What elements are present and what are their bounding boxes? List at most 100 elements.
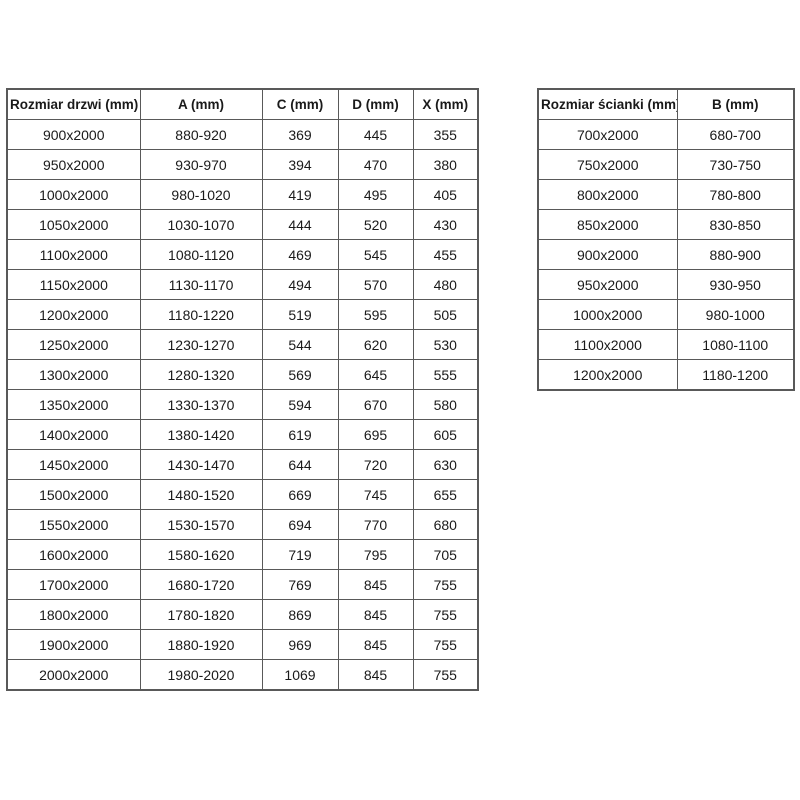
table-row: 1550x2000 1530-1570 694 770 680 xyxy=(6,509,479,540)
column-header: A (mm) xyxy=(139,88,263,120)
column-header: B (mm) xyxy=(676,88,795,120)
table-row: 950x2000 930-950 xyxy=(537,269,795,300)
table-cell: 1580-1620 xyxy=(139,539,263,570)
table-cell: 2000x2000 xyxy=(6,659,141,691)
table-cell: 1130-1170 xyxy=(139,269,263,300)
table-cell: 1880-1920 xyxy=(139,629,263,660)
table-cell: 1530-1570 xyxy=(139,509,263,540)
table-row: 800x2000 780-800 xyxy=(537,179,795,210)
table-cell: 1330-1370 xyxy=(139,389,263,420)
table-cell: 605 xyxy=(412,419,479,450)
table-row: 1000x2000 980-1020 419 495 405 xyxy=(6,179,479,210)
table-cell: 670 xyxy=(337,389,414,420)
table-cell: 755 xyxy=(412,659,479,691)
table-cell: 755 xyxy=(412,569,479,600)
table-cell: 980-1000 xyxy=(676,299,795,330)
table-cell: 430 xyxy=(412,209,479,240)
table-cell: 369 xyxy=(261,119,339,150)
table-cell: 880-920 xyxy=(139,119,263,150)
table-row: 1900x2000 1880-1920 969 845 755 xyxy=(6,629,479,660)
table-cell: 444 xyxy=(261,209,339,240)
table-row: 1150x2000 1130-1170 494 570 480 xyxy=(6,269,479,300)
table-row: 1800x2000 1780-1820 869 845 755 xyxy=(6,599,479,630)
table-cell: 520 xyxy=(337,209,414,240)
table-cell: 930-950 xyxy=(676,269,795,300)
table-cell: 1500x2000 xyxy=(6,479,141,510)
column-header: C (mm) xyxy=(261,88,339,120)
table-cell: 900x2000 xyxy=(6,119,141,150)
table-row: 1200x2000 1180-1200 xyxy=(537,359,795,391)
column-header: Rozmiar drzwi (mm) xyxy=(6,88,141,120)
table-cell: 694 xyxy=(261,509,339,540)
table-cell: 755 xyxy=(412,629,479,660)
table-cell: 1800x2000 xyxy=(6,599,141,630)
table-cell: 655 xyxy=(412,479,479,510)
table-cell: 705 xyxy=(412,539,479,570)
table-cell: 1000x2000 xyxy=(6,179,141,210)
table-cell: 745 xyxy=(337,479,414,510)
column-header: X (mm) xyxy=(412,88,479,120)
table-row: 1600x2000 1580-1620 719 795 705 xyxy=(6,539,479,570)
table-cell: 1280-1320 xyxy=(139,359,263,390)
door-sizes-table: Rozmiar drzwi (mm) A (mm) C (mm) D (mm) X (m… xyxy=(6,88,479,691)
table-cell: 644 xyxy=(261,449,339,480)
column-header: D (mm) xyxy=(337,88,414,120)
table-cell: 950x2000 xyxy=(6,149,141,180)
table-row: 1500x2000 1480-1520 669 745 655 xyxy=(6,479,479,510)
column-header: Rozmiar ścianki (mm) xyxy=(537,88,678,120)
table-cell: 1200x2000 xyxy=(537,359,678,391)
table-cell: 700x2000 xyxy=(537,119,678,150)
table-cell: 755 xyxy=(412,599,479,630)
table-cell: 845 xyxy=(337,599,414,630)
table-cell: 980-1020 xyxy=(139,179,263,210)
table-cell: 930-970 xyxy=(139,149,263,180)
table-cell: 1430-1470 xyxy=(139,449,263,480)
table-cell: 405 xyxy=(412,179,479,210)
table-body: 900x2000 880-920 369 445 355 950x2000 930-970 3… xyxy=(6,119,479,691)
table-cell: 544 xyxy=(261,329,339,360)
table-cell: 1980-2020 xyxy=(139,659,263,691)
table-cell: 470 xyxy=(337,149,414,180)
table-cell: 419 xyxy=(261,179,339,210)
table-cell: 1200x2000 xyxy=(6,299,141,330)
table-cell: 530 xyxy=(412,329,479,360)
table-cell: 900x2000 xyxy=(537,239,678,270)
table-row: 1400x2000 1380-1420 619 695 605 xyxy=(6,419,479,450)
table-row: 1250x2000 1230-1270 544 620 530 xyxy=(6,329,479,360)
table-cell: 769 xyxy=(261,569,339,600)
table-row: 700x2000 680-700 xyxy=(537,119,795,150)
table-cell: 720 xyxy=(337,449,414,480)
table-row: 1350x2000 1330-1370 594 670 580 xyxy=(6,389,479,420)
table-header-row: Rozmiar ścianki (mm) B (mm) xyxy=(537,88,795,120)
table-cell: 795 xyxy=(337,539,414,570)
table-cell: 645 xyxy=(337,359,414,390)
table-row: 1100x2000 1080-1120 469 545 455 xyxy=(6,239,479,270)
table-row: 1300x2000 1280-1320 569 645 555 xyxy=(6,359,479,390)
table-cell: 845 xyxy=(337,659,414,691)
table-row: 1700x2000 1680-1720 769 845 755 xyxy=(6,569,479,600)
table-cell: 1780-1820 xyxy=(139,599,263,630)
table-cell: 780-800 xyxy=(676,179,795,210)
table-cell: 1230-1270 xyxy=(139,329,263,360)
table-cell: 580 xyxy=(412,389,479,420)
table-row: 1100x2000 1080-1100 xyxy=(537,329,795,360)
table-cell: 619 xyxy=(261,419,339,450)
table-row: 1000x2000 980-1000 xyxy=(537,299,795,330)
table-cell: 1100x2000 xyxy=(6,239,141,270)
table-cell: 845 xyxy=(337,629,414,660)
table-cell: 669 xyxy=(261,479,339,510)
table-cell: 845 xyxy=(337,569,414,600)
table-cell: 719 xyxy=(261,539,339,570)
table-cell: 1030-1070 xyxy=(139,209,263,240)
table-cell: 1550x2000 xyxy=(6,509,141,540)
table-cell: 1450x2000 xyxy=(6,449,141,480)
table-cell: 620 xyxy=(337,329,414,360)
table-cell: 1350x2000 xyxy=(6,389,141,420)
table-cell: 570 xyxy=(337,269,414,300)
table-row: 900x2000 880-900 xyxy=(537,239,795,270)
table-cell: 969 xyxy=(261,629,339,660)
table-cell: 480 xyxy=(412,269,479,300)
table-cell: 545 xyxy=(337,239,414,270)
table-cell: 695 xyxy=(337,419,414,450)
table-body: 700x2000 680-700 750x2000 730-750 800x2000 78… xyxy=(537,119,795,391)
